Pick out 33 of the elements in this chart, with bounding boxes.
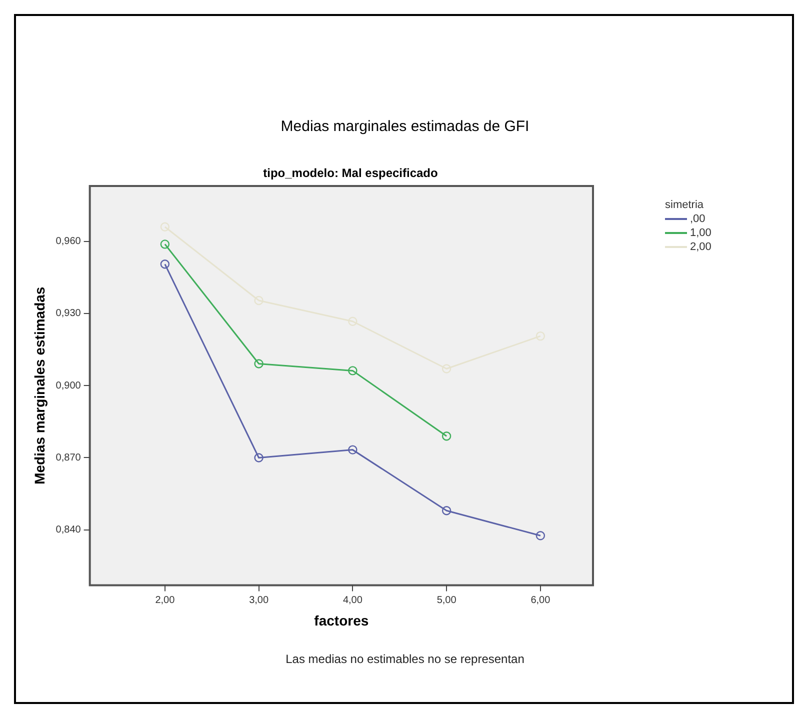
point <box>160 240 170 249</box>
y-tick-label: 0,900 <box>56 380 82 392</box>
y-tick-label: 0,960 <box>56 236 82 248</box>
point <box>348 445 358 454</box>
y-tick-label: 0,930 <box>56 308 82 320</box>
legend-label: ,00 <box>690 213 706 225</box>
point <box>348 366 358 376</box>
legend-title: simetria <box>665 198 705 212</box>
point <box>442 364 452 374</box>
point <box>442 432 452 441</box>
x-axis-title: factores <box>314 612 369 628</box>
y-tick-label: 0,870 <box>56 452 82 464</box>
x-tick-label: 2,00 <box>155 594 176 606</box>
point <box>442 506 452 516</box>
chart-title: Medias marginales estimadas de GFI <box>280 118 530 135</box>
point <box>254 359 264 368</box>
point <box>160 260 170 269</box>
x-tick-label: 6,00 <box>530 594 551 606</box>
point <box>536 531 546 540</box>
x-tick-label: 4,00 <box>342 594 363 606</box>
point <box>254 453 264 462</box>
legend-label: 2,00 <box>690 241 712 253</box>
y-axis-title: Medias marginales estimadas <box>31 286 48 484</box>
text: Las medias no estimables no se representan <box>284 652 526 666</box>
x-tick-label: 3,00 <box>249 594 269 606</box>
x-tick-label: 5,00 <box>436 594 457 606</box>
chart-subtitle: tipo_modelo: Mal especificado <box>262 166 439 180</box>
point <box>160 222 170 232</box>
y-tick-label: 0,840 <box>56 524 82 536</box>
point <box>536 331 546 341</box>
point <box>348 316 358 326</box>
legend-label: 1,00 <box>690 227 712 239</box>
point <box>254 296 264 306</box>
